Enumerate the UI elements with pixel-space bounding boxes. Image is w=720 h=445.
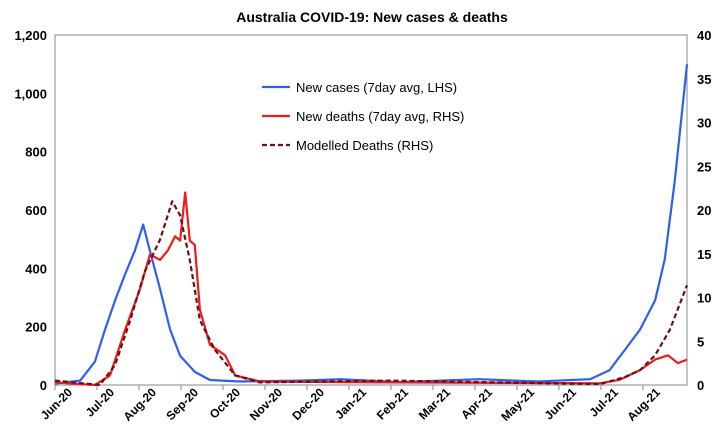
y-right-tick-label: 30	[697, 116, 711, 131]
series-line-deaths	[54, 200, 689, 387]
x-tick-label: Nov-20	[247, 385, 285, 423]
y-left-tick-label: 800	[25, 145, 47, 160]
x-tick-label: Jul-21	[587, 385, 622, 420]
y-right-tick-label: 5	[697, 334, 704, 349]
y-right-tick-label: 40	[697, 28, 711, 43]
series-line-cases	[54, 64, 689, 385]
x-tick-label: Sep-20	[163, 385, 201, 423]
series-line-deaths	[54, 191, 688, 387]
y-right-tick-label: 15	[697, 247, 711, 262]
y-right-tick-label: 0	[697, 378, 704, 393]
y-left-tick-label: 1,200	[14, 28, 47, 43]
x-tick-label: Aug-20	[120, 385, 159, 424]
x-tick-label: Oct-20	[207, 385, 244, 422]
legend-label: Modelled Deaths (RHS)	[296, 138, 433, 153]
y-right-tick-label: 35	[697, 72, 711, 87]
x-tick-label: Mar-21	[416, 385, 453, 422]
y-left-tick-label: 200	[25, 320, 47, 335]
x-tick-label: Dec-20	[289, 385, 327, 423]
legend-label: New cases (7day avg, LHS)	[296, 80, 457, 95]
y-left-tick-label: 400	[25, 261, 47, 276]
plot-frame	[54, 34, 688, 386]
chart-title: Australia COVID-19: New cases & deaths	[236, 9, 508, 25]
y-right-tick-label: 10	[697, 291, 711, 306]
y-left-tick-label: 1,000	[14, 86, 47, 101]
x-tick-label: Apr-21	[458, 385, 495, 422]
y-left-tick-label: 600	[25, 203, 47, 218]
x-tick-label: May-21	[498, 385, 537, 424]
x-tick-label: Jul-20	[83, 385, 118, 420]
y-right-tick-label: 20	[697, 203, 711, 218]
y-left-tick-label: 0	[40, 378, 47, 393]
x-tick-label: Feb-21	[374, 385, 411, 422]
legend-label: New deaths (7day avg, RHS)	[296, 109, 464, 124]
x-tick-label: Jun-21	[542, 385, 579, 422]
x-tick-label: Aug-21	[624, 385, 663, 424]
y-right-tick-label: 25	[697, 159, 711, 174]
x-tick-label: Jan-21	[332, 385, 369, 422]
